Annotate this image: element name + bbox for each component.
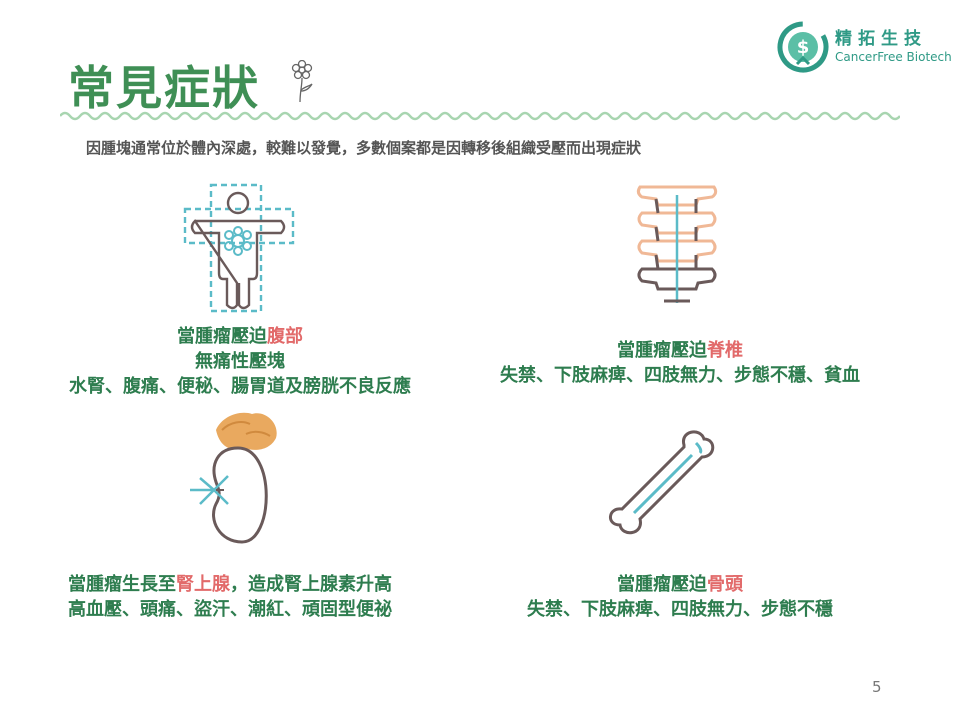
section-bone: 當腫瘤壓迫骨頭 失禁、下肢麻痺、四肢無力、步態不穩 — [480, 572, 880, 622]
svg-text:$: $ — [797, 37, 810, 58]
section-abdomen-line-2: 水腎、腹痛、便秘、腸胃道及膀胱不良反應 — [69, 376, 411, 397]
logo-name-en: CancerFree Biotech — [835, 50, 952, 64]
page-number: 5 — [872, 678, 882, 696]
logo-name-cn: 精拓生技 — [835, 29, 927, 49]
abdomen-body-icon — [183, 183, 295, 313]
section-adrenal: 當腫瘤生長至腎上腺，造成腎上腺素升高 高血壓、頭痛、盜汗、潮紅、頑固型便祕 — [30, 572, 430, 622]
section-abdomen-line-1: 無痛性壓塊 — [195, 351, 285, 372]
section-bone-heading: 當腫瘤壓迫骨頭 — [617, 574, 743, 595]
section-spine: 當腫瘤壓迫脊椎 失禁、下肢麻痺、四肢無力、步態不穩、貧血 — [460, 338, 900, 388]
section-bone-line-1: 失禁、下肢麻痺、四肢無力、步態不穩 — [527, 599, 833, 620]
section-abdomen-heading: 當腫瘤壓迫腹部 — [177, 326, 303, 347]
section-spine-line-1: 失禁、下肢麻痺、四肢無力、步態不穩、貧血 — [500, 365, 860, 386]
company-logo-icon: $ — [777, 21, 829, 73]
bone-icon — [609, 430, 715, 535]
spine-icon — [636, 185, 718, 303]
wavy-divider — [60, 111, 900, 121]
section-abdomen: 當腫瘤壓迫腹部 無痛性壓塊 水腎、腹痛、便秘、腸胃道及膀胱不良反應 — [40, 324, 440, 399]
section-spine-heading: 當腫瘤壓迫脊椎 — [617, 340, 743, 361]
subtitle: 因腫塊通常位於體內深處，較難以發覺，多數個案都是因轉移後組織受壓而出現症狀 — [86, 139, 642, 157]
kidney-adrenal-icon — [190, 412, 277, 544]
page-title: 常見症狀 — [68, 61, 260, 115]
section-adrenal-line-1: 高血壓、頭痛、盜汗、潮紅、頑固型便祕 — [68, 599, 392, 620]
flower-icon — [291, 60, 313, 103]
section-adrenal-heading: 當腫瘤生長至腎上腺，造成腎上腺素升高 — [68, 574, 392, 595]
